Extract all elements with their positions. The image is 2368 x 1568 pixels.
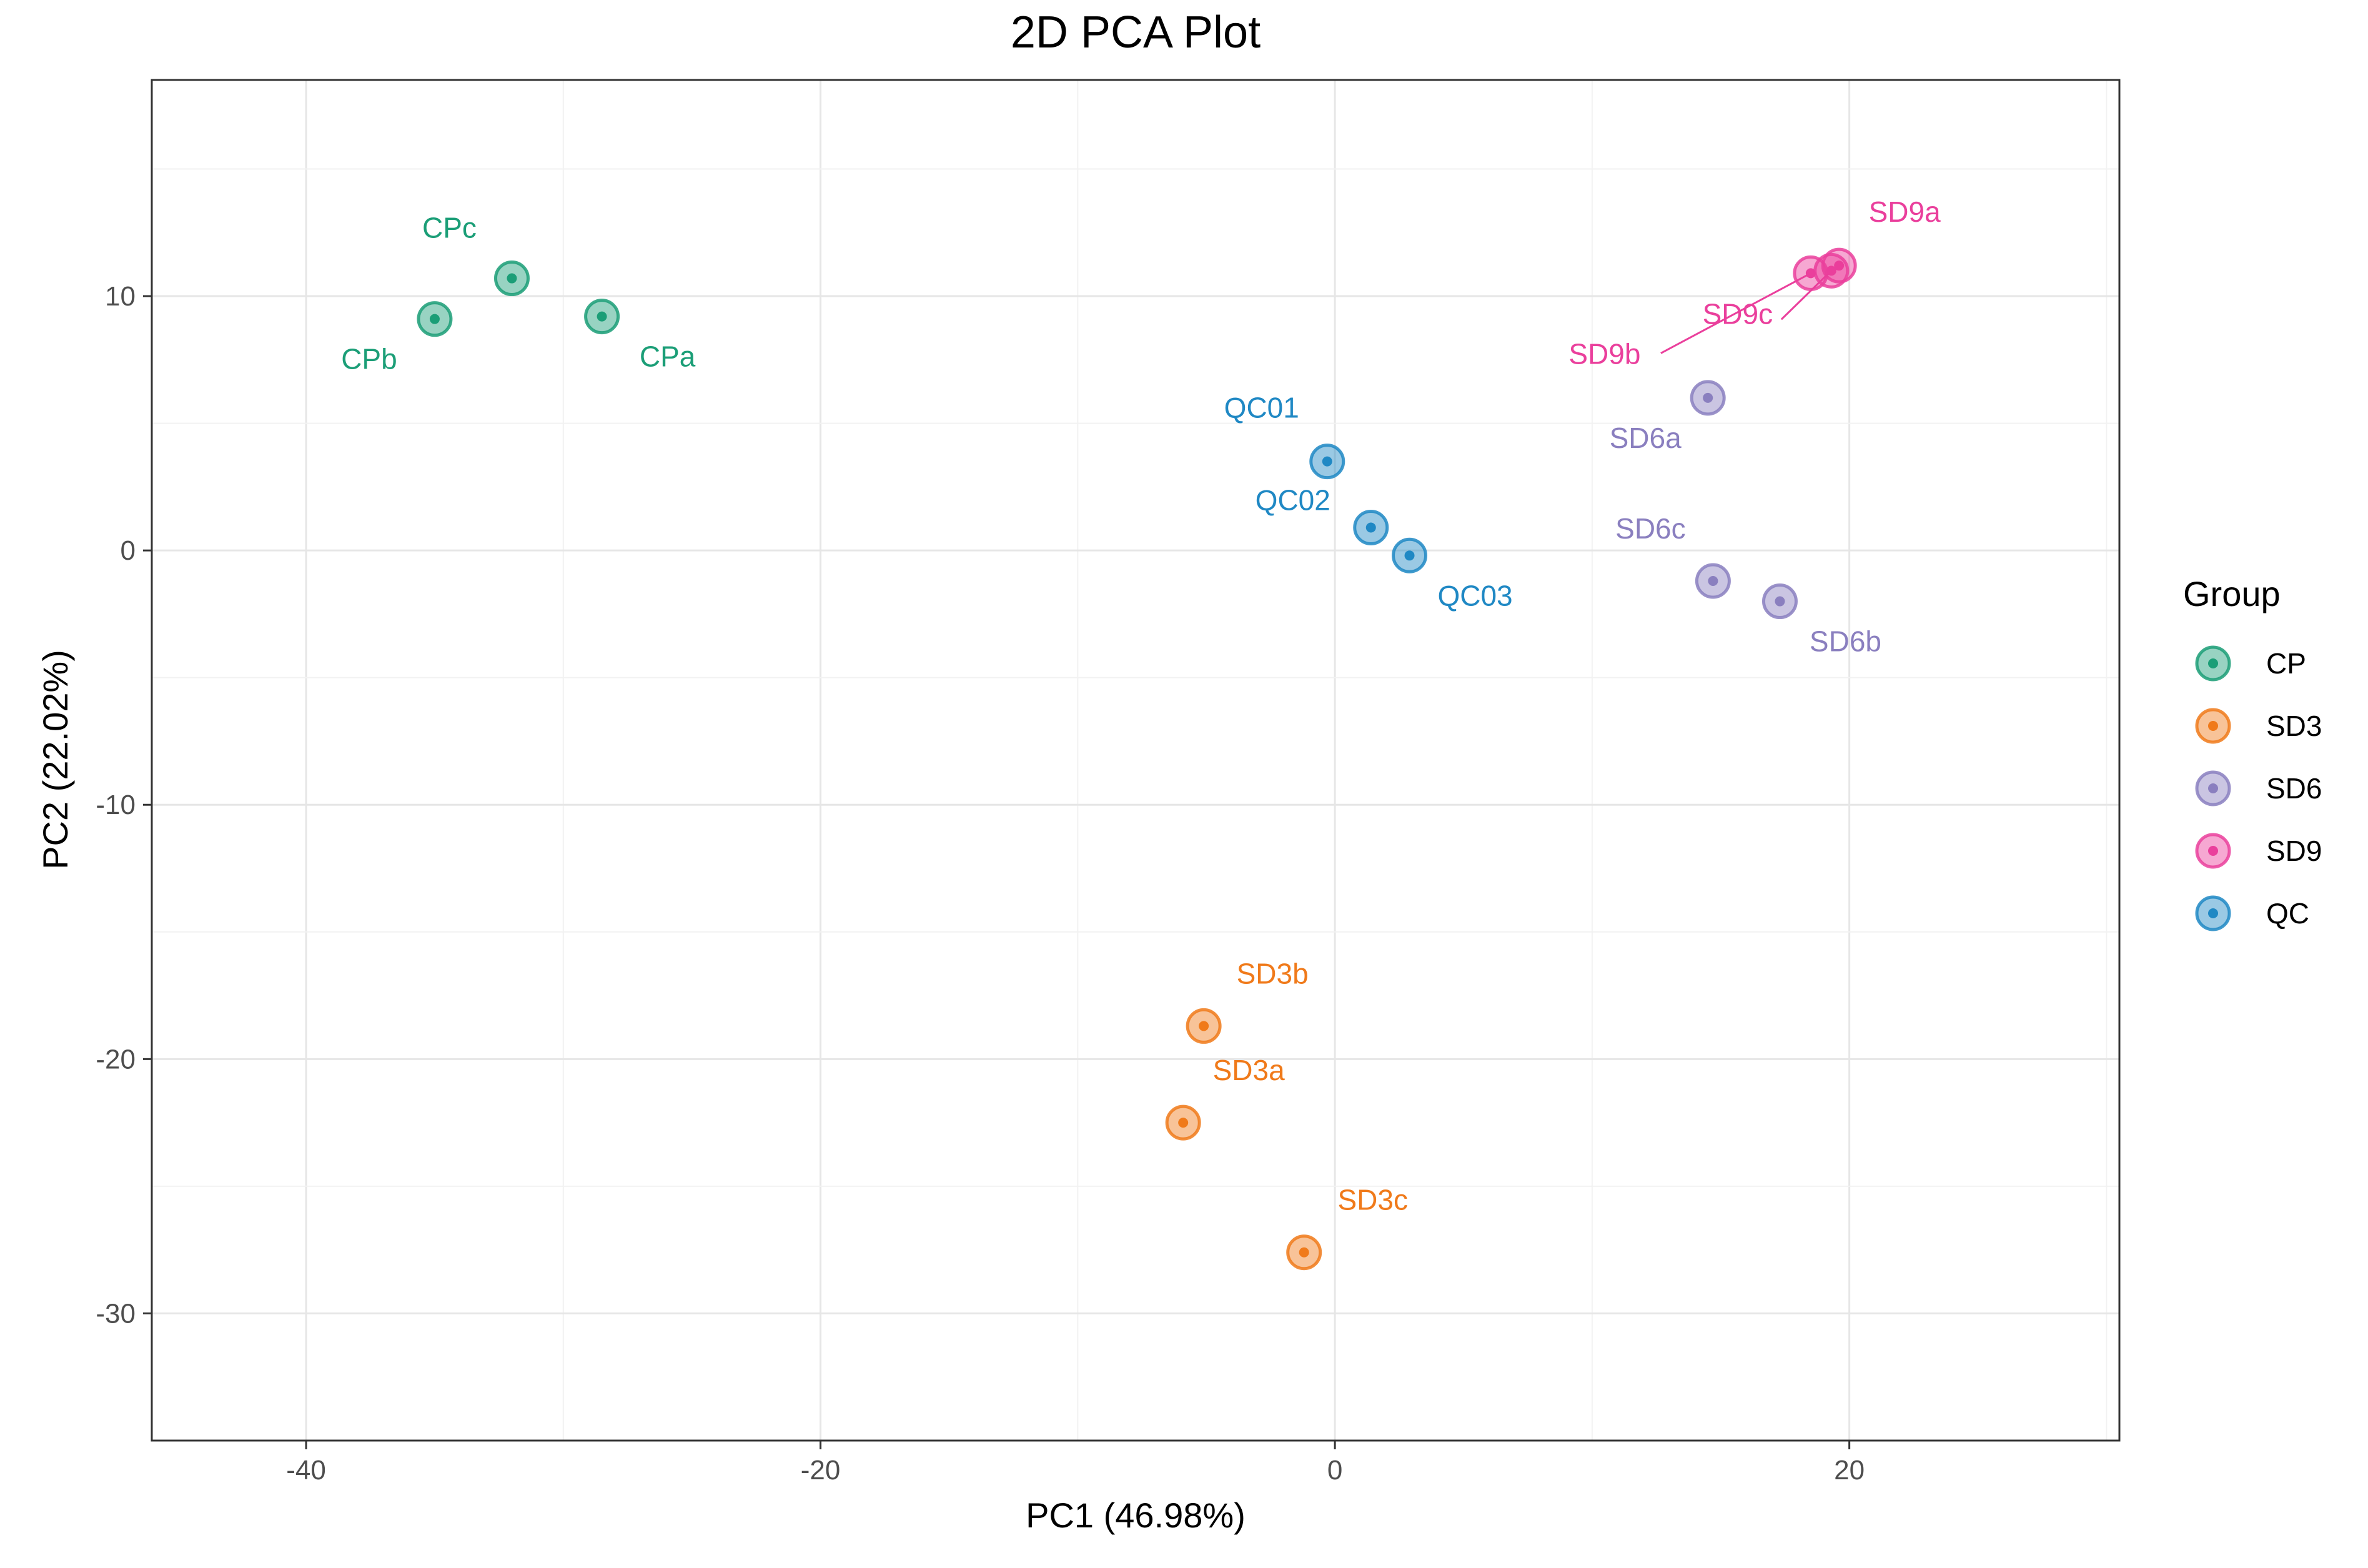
point-core [1404, 550, 1415, 561]
point-core [429, 314, 440, 324]
legend-label: CP [2266, 647, 2306, 680]
legend-key-core [2208, 908, 2218, 918]
point-core [1708, 575, 1718, 586]
x-tick-label: -20 [801, 1455, 841, 1486]
data-point-qc02 [1353, 510, 1389, 546]
data-point-qc03 [1392, 537, 1428, 573]
point-label-sd9a: SD9a [1869, 196, 1941, 228]
y-tick-label: -30 [96, 1298, 136, 1329]
point-label-qc03: QC03 [1437, 579, 1512, 612]
point-core [1703, 392, 1713, 403]
point-core [1834, 261, 1845, 271]
legend: Group CP SD3 SD6 SD9 QC [2183, 574, 2322, 931]
legend-item-sd6: SD6 [2195, 770, 2322, 806]
legend-item-sd9: SD9 [2195, 833, 2322, 869]
x-tick-label: -40 [286, 1455, 326, 1486]
point-core [1199, 1021, 1209, 1031]
chart-title: 2D PCA Plot [1011, 7, 1261, 57]
point-label-sd6a: SD6a [1610, 422, 1682, 454]
legend-label: SD6 [2266, 772, 2322, 805]
point-label-sd9c: SD9c [1703, 297, 1773, 330]
data-point-cpc [493, 261, 530, 297]
data-point-sd6a [1690, 380, 1726, 416]
point-core [1775, 596, 1785, 607]
grid [152, 80, 2119, 1441]
legend-key-core [2208, 658, 2218, 668]
data-point-sd9c [1813, 252, 1850, 289]
data-point-cpa [584, 299, 620, 335]
point-core [1299, 1247, 1309, 1258]
y-axis-title: PC2 (22.02%) [36, 650, 75, 870]
point-core [1365, 522, 1376, 533]
point-label-sd6c: SD6c [1615, 512, 1685, 545]
point-core [1178, 1118, 1189, 1128]
label-connectors [1660, 270, 1832, 354]
point-label-qc02: QC02 [1256, 484, 1330, 517]
data-point-cpb [417, 301, 453, 337]
y-tick-label: 10 [105, 281, 136, 312]
legend-item-cp: CP [2195, 645, 2306, 682]
legend-label: SD3 [2266, 710, 2322, 742]
label-connector [1780, 270, 1832, 320]
x-tick-label: 0 [1327, 1455, 1342, 1486]
legend-items: CP SD3 SD6 SD9 QC [2195, 645, 2322, 931]
y-tick-label: -10 [96, 790, 136, 820]
plot-panel-border [151, 79, 2121, 1442]
point-label-cpa: CPa [640, 340, 696, 373]
y-tick-label: 0 [121, 535, 136, 566]
point-core [1826, 265, 1836, 276]
point-label-sd3b: SD3b [1237, 957, 1309, 990]
legend-key-core [2208, 721, 2218, 731]
data-point-sd3b [1186, 1008, 1222, 1044]
legend-label: QC [2266, 897, 2309, 930]
data-point-sd3a [1165, 1104, 1201, 1141]
legend-label: SD9 [2266, 835, 2322, 867]
label-connector [1660, 272, 1811, 354]
legend-item-qc: QC [2195, 895, 2309, 931]
point-core [597, 311, 607, 322]
point-label-sd6b: SD6b [1810, 625, 1881, 658]
point-label-qc01: QC01 [1224, 392, 1299, 424]
point-label-sd9b: SD9b [1568, 337, 1640, 370]
point-labels: CPa CPb CPc SD3a SD3b SD3c SD6a SD6b SD6c SD9a SD9… [341, 196, 1941, 1216]
legend-item-sd3: SD3 [2195, 708, 2322, 744]
y-tick-label: -20 [96, 1044, 136, 1074]
point-core [507, 273, 517, 284]
point-label-sd3a: SD3a [1213, 1054, 1285, 1086]
point-core [1322, 456, 1332, 467]
legend-key-core [2208, 846, 2218, 856]
axis-ticks: -40 -20 0 20 -30 -20 -10 0 10 [96, 281, 1865, 1486]
point-label-cpc: CPc [422, 212, 477, 244]
point-core [1805, 268, 1816, 279]
data-point-sd3c [1286, 1234, 1322, 1271]
data-point-sd6c [1695, 563, 1731, 599]
point-label-sd3c: SD3c [1337, 1184, 1407, 1216]
data-points [417, 247, 1857, 1271]
x-tick-label: 20 [1834, 1455, 1865, 1486]
data-point-sd6b [1761, 583, 1798, 620]
legend-key-core [2208, 783, 2218, 793]
x-axis-title: PC1 (46.98%) [1026, 1496, 1246, 1535]
data-point-qc01 [1309, 444, 1345, 480]
legend-title: Group [2183, 574, 2281, 613]
point-label-cpb: CPb [341, 343, 397, 375]
